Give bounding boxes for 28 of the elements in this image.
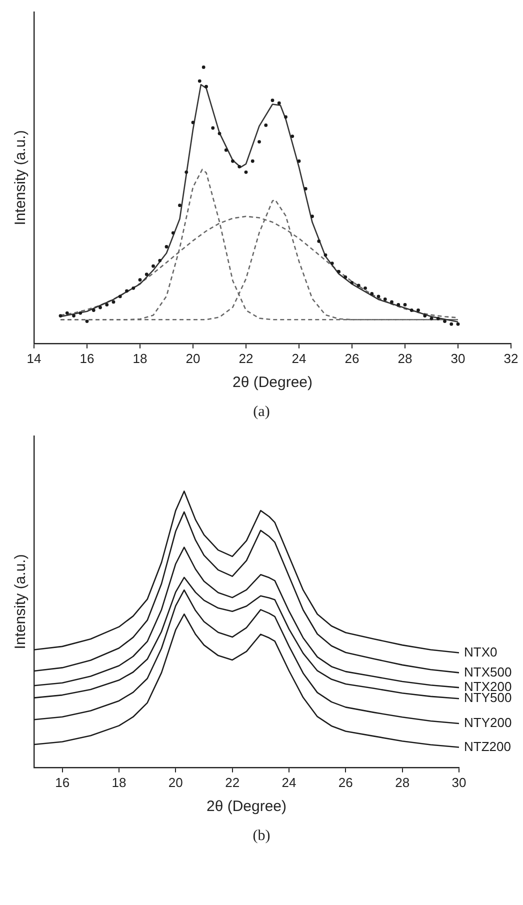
x-tick-label: 16	[55, 774, 70, 790]
x-tick-label: 26	[338, 774, 353, 790]
x-tick-label: 32	[504, 350, 518, 366]
x-tick-label: 22	[238, 350, 254, 366]
x-tick-label: 24	[292, 350, 306, 366]
text: (a)	[252, 403, 271, 422]
x-tick-label: 22	[225, 774, 240, 790]
x-tick-label: 30	[452, 774, 466, 790]
x-tick-label: 28	[395, 774, 410, 790]
x-tick-label: 18	[112, 774, 126, 790]
series-label: NTX0	[464, 644, 498, 660]
x-tick-label: 20	[186, 350, 200, 366]
x-tick-label: 20	[168, 774, 183, 790]
text: (b)	[252, 827, 272, 846]
x-tick-label: 16	[80, 350, 94, 366]
y-axis-title: Intensity (a.u.)	[12, 554, 30, 650]
x-tick-label: 28	[398, 350, 412, 366]
series-label: NTZ200	[464, 738, 511, 754]
x-tick-label: 14	[26, 350, 42, 366]
x-tick-label: 24	[282, 774, 296, 790]
x-axis-title: 2θ (Degree)	[232, 374, 313, 392]
x-tick-label: 18	[132, 350, 148, 366]
x-tick-label: 30	[450, 350, 466, 366]
series-label: NTY200	[464, 715, 512, 730]
x-tick-label: 26	[344, 350, 360, 366]
y-axis-title: Intensity (a.u.)	[12, 130, 30, 226]
series-label: NTX500	[464, 664, 512, 680]
x-axis-title: 2θ (Degree)	[206, 798, 287, 816]
